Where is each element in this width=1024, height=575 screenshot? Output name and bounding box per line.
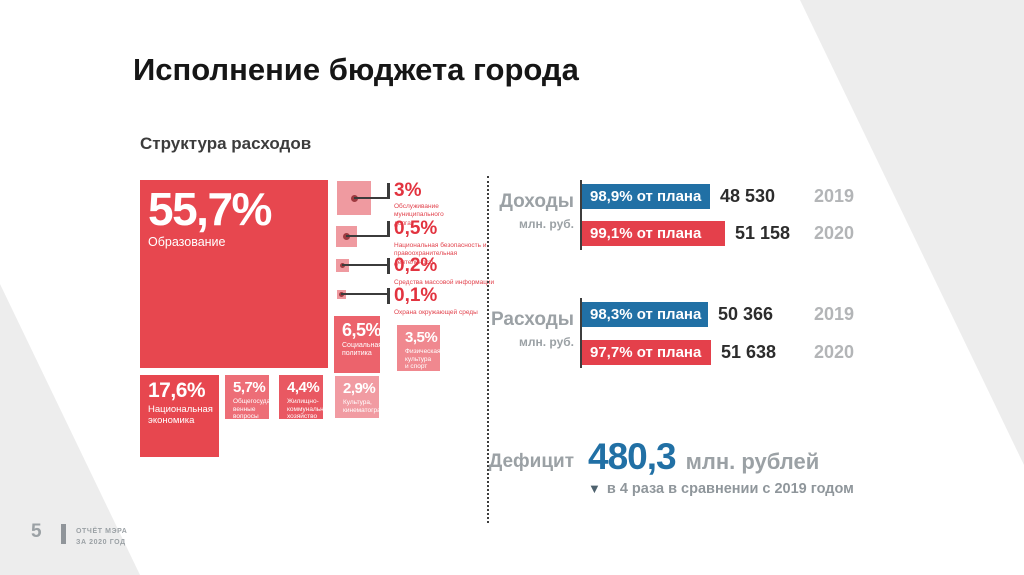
expenses-bar-2019: 98,3% от плана [582,302,708,327]
expenses-title: Расходы [490,309,574,330]
expenses-label: Расходы млн. руб. [488,309,574,349]
treemap-block-culture: 2,9% Культура, кинематография [335,376,379,418]
year-label: 2020 [814,342,855,362]
callout-label: Обслуживание муниципального долга [394,203,444,227]
incomes-unit: млн. руб. [518,217,574,231]
block-percent: 4,4% [287,379,320,396]
expenses-unit: млн. руб. [518,335,574,349]
callout-percent: 3% [394,180,422,201]
down-arrow-icon: ▼ [588,481,601,496]
year-label: 2019 [814,304,855,324]
page-title: Исполнение бюджета города [133,52,579,87]
incomes-value-2020: 51 158 [735,223,791,243]
deficit-value: 480,3 [588,436,677,477]
deficit-note: ▼ в 4 раза в сравнении с 2019 годом [588,481,854,497]
block-label: Образование [148,235,226,250]
block-label: Культура, кинематография [343,398,379,414]
deficit-unit: млн. рублей [685,449,820,474]
block-label: Социальная политика [342,341,380,358]
incomes-row-2019: 98,9% от плана 48 530 2019 [582,184,1022,209]
deficit-label: Дефицит [488,451,574,472]
treemap-block-sport: 3,5% Физическая культура и спорт [397,325,440,371]
block-label: Физическая культура и спорт [405,347,440,371]
incomes-value-2019: 48 530 [720,186,776,206]
block-percent: 2,9% [343,380,376,397]
footer-divider-bar [61,524,66,544]
page-number: 5 [31,521,42,542]
block-label: Общегосударст- венные вопросы [233,397,269,419]
incomes-bar-2020: 99,1% от плана [582,221,725,246]
callout-tick [387,258,390,274]
callout-percent: 0,5% [394,218,438,239]
expenses-axis-line [580,298,582,368]
block-percent: 3,5% [405,329,438,346]
expenses-row-2019: 98,3% от плана 50 366 2019 [582,302,1022,327]
incomes-bar-2019: 98,9% от плана [582,184,710,209]
callout-label: Средства массовой информации [394,279,495,286]
deficit-note-text: в 4 раза в сравнении с 2019 годом [606,481,854,497]
treemap-block-housing: 4,4% Жилищно- коммунальное хозяйство [279,375,323,419]
block-label: Жилищно- коммунальное хозяйство [287,397,323,419]
callout-percent: 0,2% [394,255,438,276]
expenses-value-2020: 51 638 [721,342,777,362]
callout-tick [387,288,390,304]
callout-tick [387,221,390,237]
callout-connector-line [341,293,388,295]
block-percent: 17,6% [148,379,206,402]
footer-line1: ОТЧЁТ МЭРА [76,528,128,535]
callout-connector-line [346,235,388,237]
dotted-divider [487,176,489,523]
callout-tick [387,183,390,199]
expenses-value-2019: 50 366 [718,304,774,324]
block-percent: 6,5% [342,320,380,340]
treemap-title: Структура расходов [140,134,312,153]
incomes-axis-line [580,180,582,250]
expenses-row-2020: 97,7% от плана 51 638 2020 [582,340,1022,365]
expenses-bar-2020: 97,7% от плана [582,340,711,365]
callout-connector-line [354,197,388,199]
callout-percent: 0,1% [394,285,438,306]
treemap-block-government-affairs: 5,7% Общегосударст- венные вопросы [225,375,269,419]
treemap-block-national-economy: 17,6% Национальная экономика [140,375,219,457]
footer-report-caption: ОТЧЁТ МЭРА ЗА 2020 ГОД [76,526,127,548]
block-percent: 5,7% [233,379,266,396]
deficit-value-row: 480,3 млн. рублей [588,436,819,478]
incomes-title: Доходы [499,191,574,212]
callout-label: Национальная безопасность и правоохранит… [394,242,487,266]
callout-connector-line [342,264,388,266]
block-percent: 55,7% [148,183,272,235]
year-label: 2019 [814,186,855,206]
treemap-block-education: 55,7% Образование [140,180,328,368]
treemap-block-social-policy: 6,5% Социальная политика [334,316,380,373]
block-label: Национальная экономика [148,404,213,427]
callout-label: Охрана окружающей среды [394,309,478,316]
year-label: 2020 [814,223,855,243]
footer-line2: ЗА 2020 ГОД [76,539,126,547]
incomes-label: Доходы млн. руб. [488,191,574,231]
incomes-row-2020: 99,1% от плана 51 158 2020 [582,221,1022,246]
